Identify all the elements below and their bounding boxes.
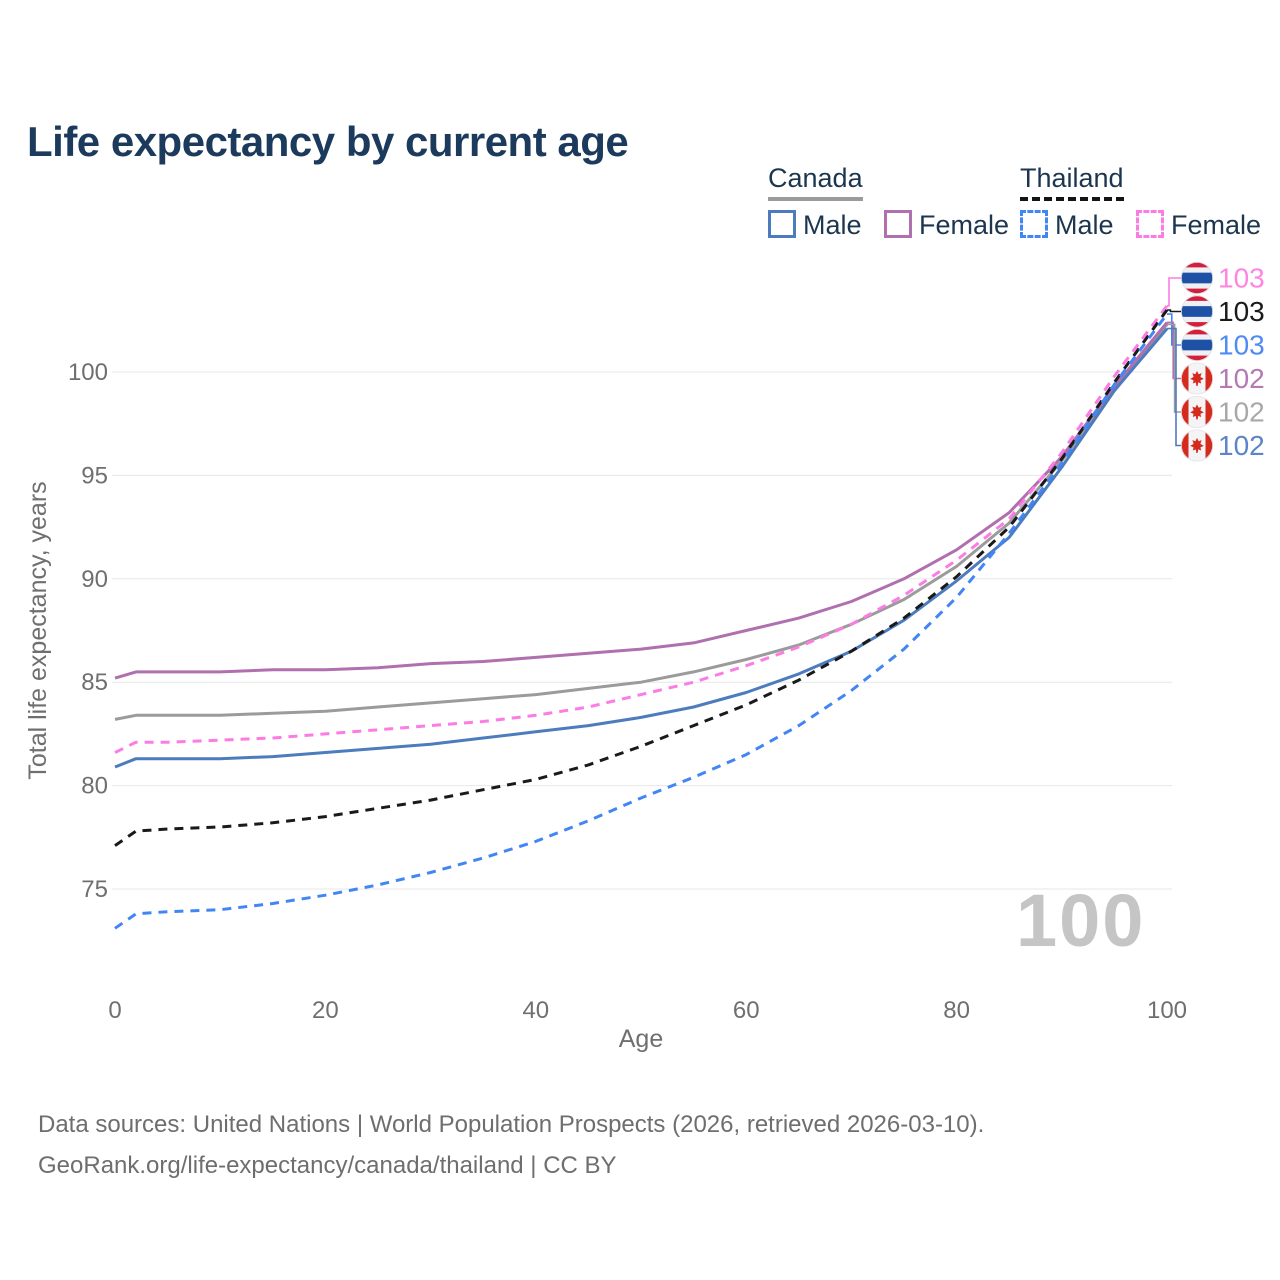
flag-ring	[1181, 429, 1214, 462]
x-tick-label-60: 60	[733, 997, 760, 1024]
flag-ring	[1181, 395, 1214, 428]
watermark-age-label: 100	[1016, 879, 1145, 962]
legend-group-thailand: Thailand Male Female	[1020, 163, 1279, 241]
page-title: Life expectancy by current age	[27, 118, 629, 166]
footer-sources-line: Data sources: United Nations | World Pop…	[38, 1111, 985, 1138]
series-line-thailand_female	[114, 304, 1169, 754]
thailand-male-swatch-icon	[1020, 210, 1048, 238]
end-value-label-canada_male: 102	[1218, 430, 1265, 461]
y-tick-label-90: 90	[81, 566, 108, 593]
flag-ring	[1181, 261, 1214, 294]
thailand-flag-icon	[1181, 262, 1213, 294]
legend-item-canada-female[interactable]: Female	[883, 210, 1009, 241]
footer-attribution-line: GeoRank.org/life-expectancy/canada/thail…	[38, 1152, 617, 1179]
y-tick-label-75: 75	[81, 876, 108, 903]
legend-thailand-header[interactable]: Thailand	[1020, 163, 1124, 201]
y-tick-label-100: 100	[68, 359, 108, 386]
canada-flag-icon	[1181, 396, 1213, 428]
y-tick-label-80: 80	[81, 773, 108, 800]
legend-item-thailand-male[interactable]: Male	[1020, 210, 1114, 241]
thailand-flag-icon	[1181, 295, 1213, 328]
legend-canada-header[interactable]: Canada	[768, 163, 863, 201]
series-line-thailand_male	[114, 313, 1169, 930]
end-value-label-canada_total: 102	[1218, 397, 1265, 428]
x-tick-label-40: 40	[522, 997, 549, 1024]
end-label-connector-canada_total	[1167, 323, 1181, 413]
x-tick-label-20: 20	[312, 997, 339, 1024]
series-line-canada_total	[114, 323, 1169, 721]
canada-female-swatch-icon	[883, 210, 912, 238]
x-axis-title: Age	[619, 1025, 663, 1053]
legend-item-thailand-female[interactable]: Female	[1135, 210, 1261, 241]
flag-ring	[1181, 295, 1214, 328]
series-line-thailand_total	[114, 309, 1169, 847]
end-label-connector-canada_female	[1167, 321, 1181, 380]
data-sources-footer: Data sources: United Nations | World Pop…	[38, 1104, 984, 1186]
end-value-label-canada_female: 102	[1218, 363, 1265, 394]
flag-ring	[1181, 362, 1214, 395]
thailand-flag-icon	[1181, 329, 1213, 361]
y-tick-label-95: 95	[81, 462, 108, 489]
series-line-canada_male	[114, 327, 1169, 769]
thailand-female-swatch-icon	[1135, 210, 1164, 238]
y-axis-title: Total life expectancy, years	[24, 481, 52, 779]
canada-male-swatch-icon	[768, 210, 796, 238]
x-tick-label-80: 80	[943, 997, 970, 1024]
end-value-label-thailand_female: 103	[1218, 263, 1265, 294]
y-tick-label-85: 85	[81, 669, 108, 696]
end-label-connector-canada_male	[1167, 327, 1181, 447]
legend-item-canada-male[interactable]: Male	[768, 210, 862, 241]
end-label-connector-thailand_total	[1167, 309, 1181, 313]
end-label-connector-thailand_female	[1167, 277, 1181, 307]
end-value-label-thailand_male: 103	[1218, 330, 1265, 361]
legend-group-canada: Canada Male Female	[768, 163, 1027, 241]
series-line-canada_female	[114, 321, 1169, 680]
x-tick-label-100: 100	[1147, 997, 1187, 1024]
end-value-label-thailand_total: 103	[1218, 296, 1265, 327]
x-tick-label-0: 0	[108, 997, 121, 1024]
chart-legend: Canada Male Female Thailand Male Female	[0, 163, 1280, 253]
flag-ring	[1181, 328, 1214, 361]
canada-flag-icon	[1181, 362, 1213, 395]
canada-flag-icon	[1181, 429, 1213, 462]
